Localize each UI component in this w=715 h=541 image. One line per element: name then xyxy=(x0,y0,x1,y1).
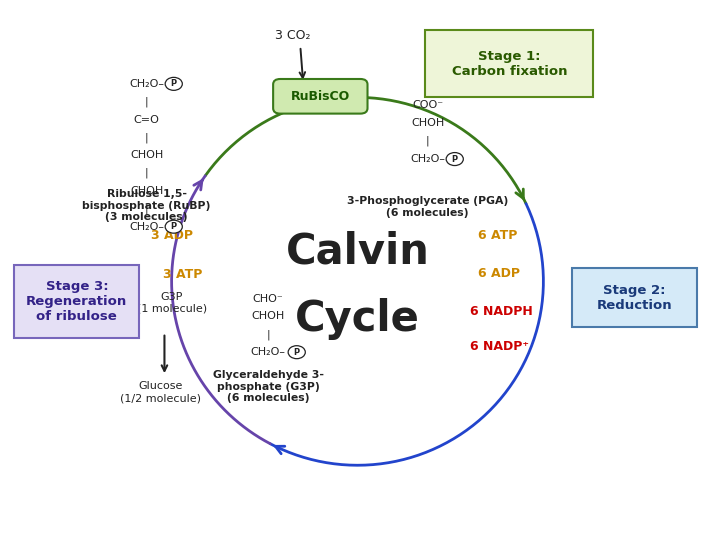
Text: Stage 2:
Reduction: Stage 2: Reduction xyxy=(597,283,672,312)
FancyBboxPatch shape xyxy=(425,30,593,97)
Text: Stage 1:
Carbon fixation: Stage 1: Carbon fixation xyxy=(452,50,567,77)
Text: CHOH: CHOH xyxy=(411,118,444,128)
Text: CHOH: CHOH xyxy=(130,150,163,160)
Text: |: | xyxy=(425,136,430,147)
Text: 6 ADP: 6 ADP xyxy=(478,267,520,280)
Circle shape xyxy=(165,77,182,90)
Text: |: | xyxy=(144,203,149,214)
Text: |: | xyxy=(144,96,149,107)
Text: Glyceraldehyde 3-
phosphate (G3P)
(6 molecules): Glyceraldehyde 3- phosphate (G3P) (6 mol… xyxy=(212,370,324,404)
Circle shape xyxy=(288,346,305,359)
Text: Glucose
(1/2 molecule): Glucose (1/2 molecule) xyxy=(120,381,202,403)
Text: CHOH: CHOH xyxy=(252,312,285,321)
Text: Calvin: Calvin xyxy=(285,230,430,273)
Text: |: | xyxy=(144,168,149,179)
Circle shape xyxy=(165,220,182,233)
Text: CH₂O–: CH₂O– xyxy=(251,347,285,357)
Text: CH₂O–: CH₂O– xyxy=(129,222,164,232)
Text: Ribulose 1,5-
bisphosphate (RuBP)
(3 molecules): Ribulose 1,5- bisphosphate (RuBP) (3 mol… xyxy=(82,189,211,222)
Text: 6 ATP: 6 ATP xyxy=(478,229,517,242)
Text: 6 NADP⁺: 6 NADP⁺ xyxy=(470,340,530,353)
Text: RuBisCO: RuBisCO xyxy=(291,90,350,103)
Text: P: P xyxy=(171,222,177,231)
Text: |: | xyxy=(144,132,149,143)
Text: COO⁻: COO⁻ xyxy=(412,101,443,110)
FancyBboxPatch shape xyxy=(273,79,368,114)
Text: P: P xyxy=(452,155,458,163)
Text: CH₂O–: CH₂O– xyxy=(410,154,445,164)
Text: C=O: C=O xyxy=(134,115,159,124)
Text: 6 NADPH: 6 NADPH xyxy=(470,305,533,318)
Text: Cycle: Cycle xyxy=(295,298,420,340)
Text: Stage 3:
Regeneration
of ribulose: Stage 3: Regeneration of ribulose xyxy=(26,280,127,323)
Text: P: P xyxy=(171,80,177,88)
Text: CHOH: CHOH xyxy=(130,186,163,196)
Text: G3P
(1 molecule): G3P (1 molecule) xyxy=(137,292,207,314)
Text: 3 ADP: 3 ADP xyxy=(151,229,192,242)
Text: 3-Phosphoglycerate (PGA)
(6 molecules): 3-Phosphoglycerate (PGA) (6 molecules) xyxy=(347,196,508,218)
Text: 3 CO₂: 3 CO₂ xyxy=(275,29,311,42)
Text: CH₂O–: CH₂O– xyxy=(129,79,164,89)
Text: 3 ATP: 3 ATP xyxy=(162,268,202,281)
FancyBboxPatch shape xyxy=(14,265,139,338)
Text: CHO⁻: CHO⁻ xyxy=(252,294,284,304)
Text: P: P xyxy=(294,348,300,357)
FancyBboxPatch shape xyxy=(572,268,697,327)
Circle shape xyxy=(446,153,463,166)
Text: |: | xyxy=(266,329,270,340)
